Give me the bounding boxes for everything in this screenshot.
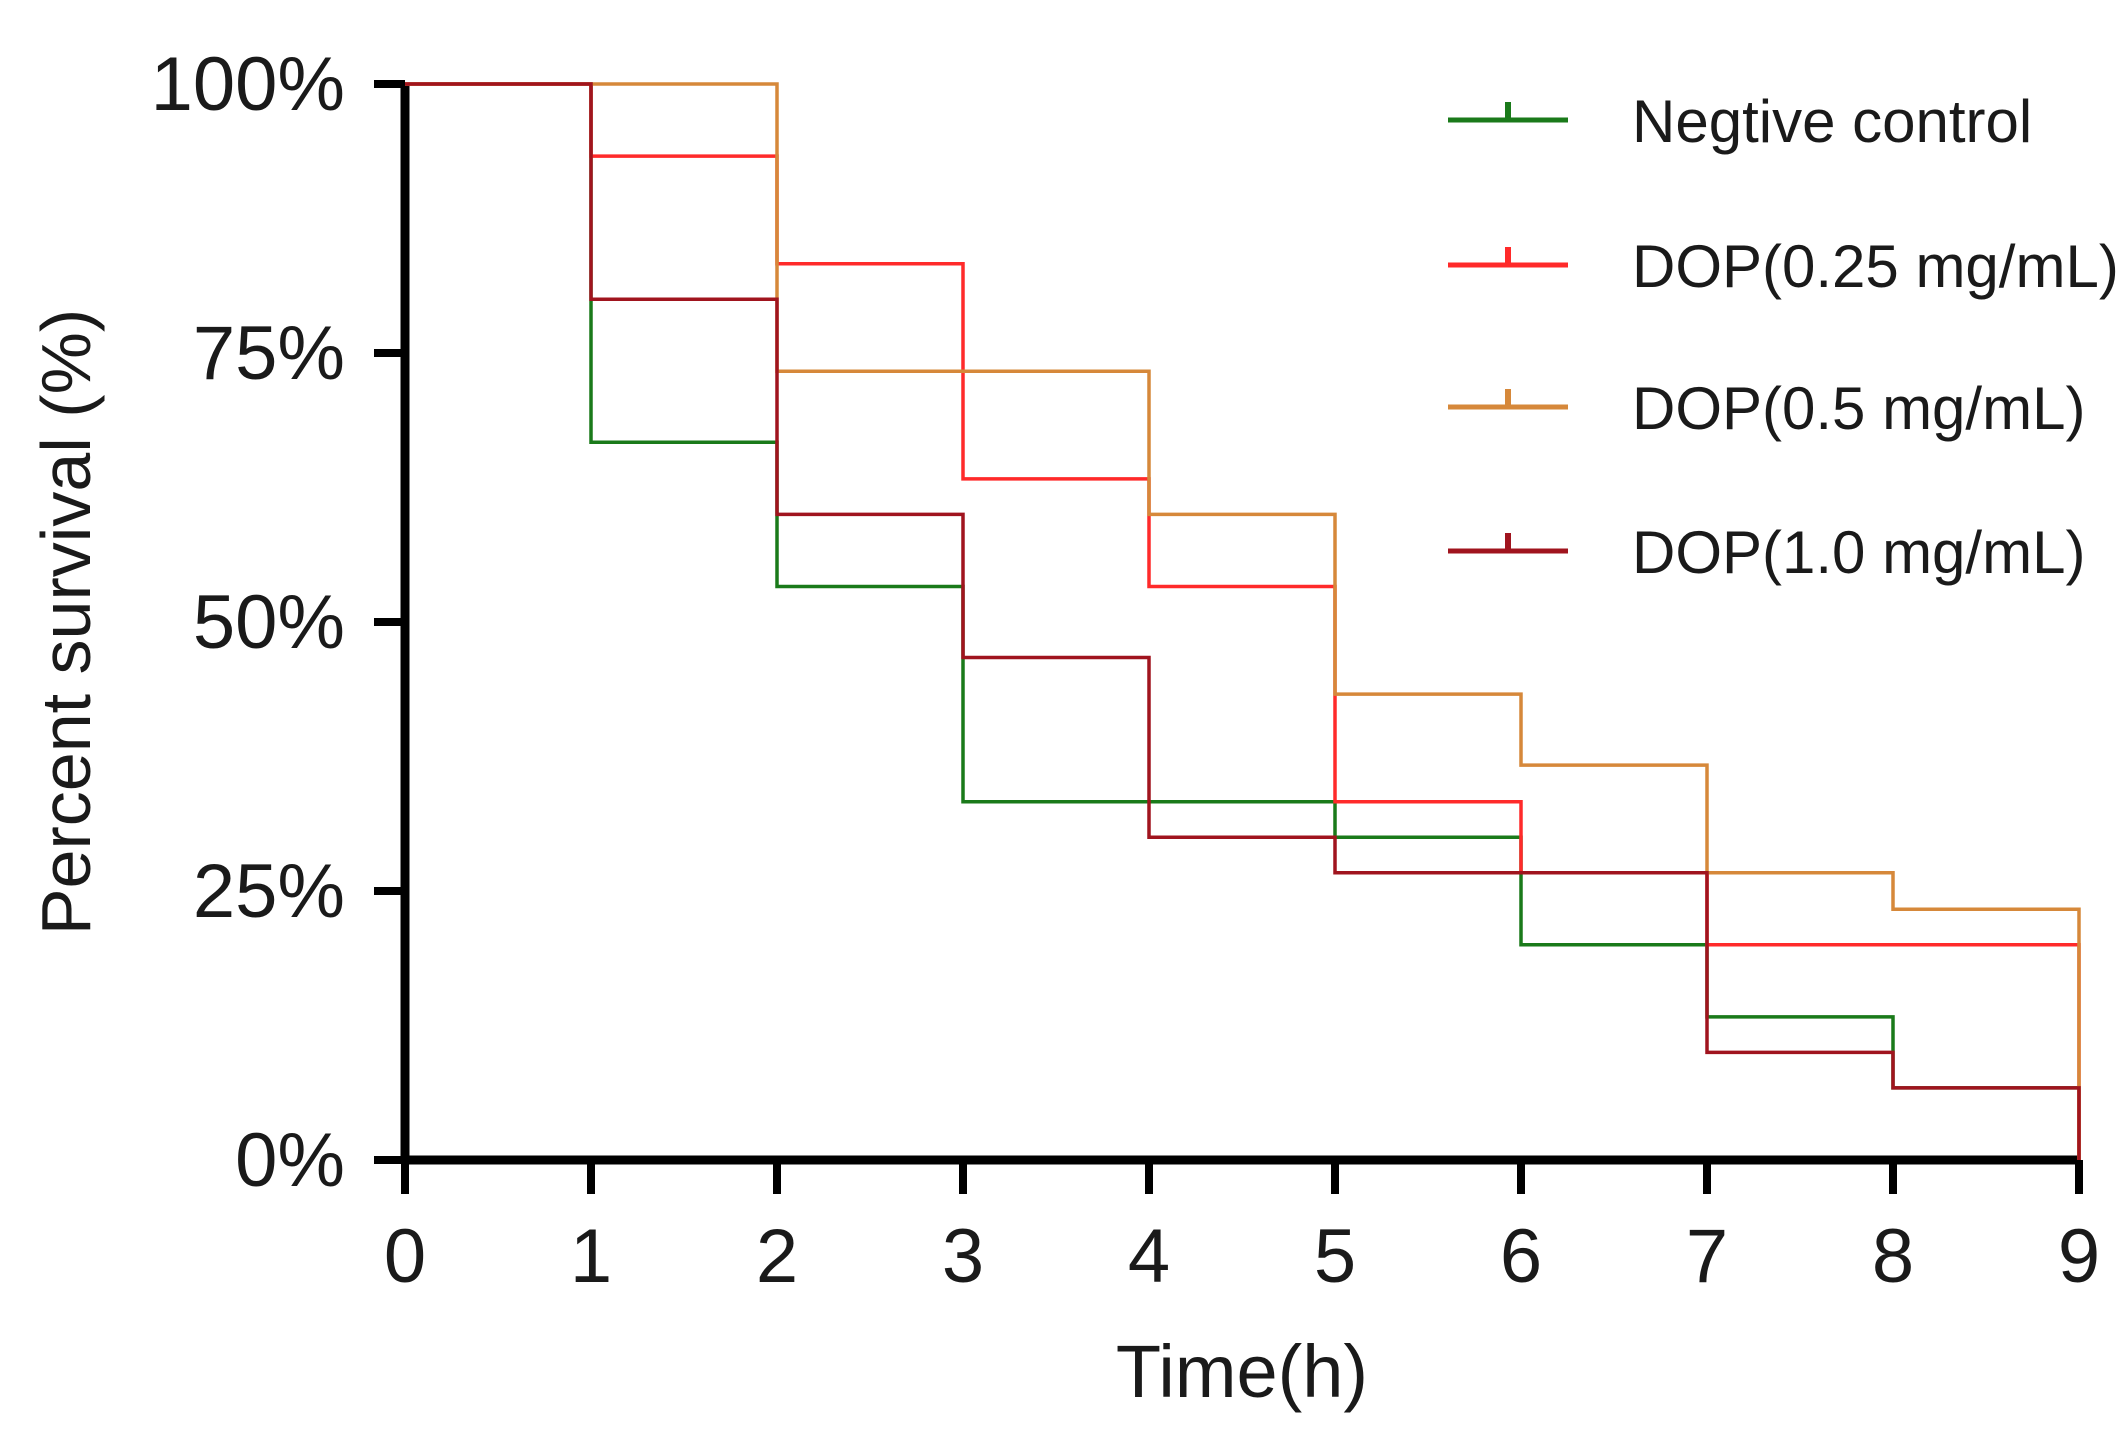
x-tick-label: 3 [942,1214,984,1299]
y-tick-label: 100% [151,42,345,127]
y-tick-label: 0% [235,1118,345,1203]
y-axis-title: Percent survival (%) [27,309,105,935]
series-lines [405,82,2081,1160]
series-line-1 [405,82,2081,1160]
x-tick-label: 6 [1500,1214,1542,1299]
x-tick-label: 2 [756,1214,798,1299]
x-tick-label: 4 [1128,1214,1170,1299]
x-tick-label: 0 [384,1214,426,1299]
x-tick-label: 5 [1314,1214,1356,1299]
legend-item: Negtive control [1448,88,2032,155]
x-ticks: 0 1 2 3 4 5 6 7 8 9 [384,1160,2100,1299]
legend-item: DOP(0.5 mg/mL) [1448,375,2085,442]
y-tick-label: 25% [193,849,345,934]
series-line-3 [405,82,2081,1160]
legend-label: DOP(1.0 mg/mL) [1632,519,2085,586]
y-tick-label: 50% [193,580,345,665]
x-tick-label: 8 [1872,1214,1914,1299]
legend-label: DOP(0.5 mg/mL) [1632,375,2085,442]
y-tick-label: 75% [193,311,345,396]
x-tick-label: 7 [1686,1214,1728,1299]
legend-label: DOP(0.25 mg/mL) [1632,233,2119,300]
legend: Negtive control DOP(0.25 mg/mL) DOP(0.5 mg… [1448,88,2119,586]
series-line-2 [405,82,2081,1160]
legend-item: DOP(1.0 mg/mL) [1448,519,2085,586]
legend-label: Negtive control [1632,88,2032,155]
series-line-4 [405,82,2081,1160]
x-tick-label: 1 [570,1214,612,1299]
x-tick-label: 9 [2058,1214,2100,1299]
x-axis-title: Time(h) [1116,1330,1368,1413]
legend-item: DOP(0.25 mg/mL) [1448,233,2119,300]
y-ticks: 0% 25% 50% 75% 100% [151,42,405,1203]
